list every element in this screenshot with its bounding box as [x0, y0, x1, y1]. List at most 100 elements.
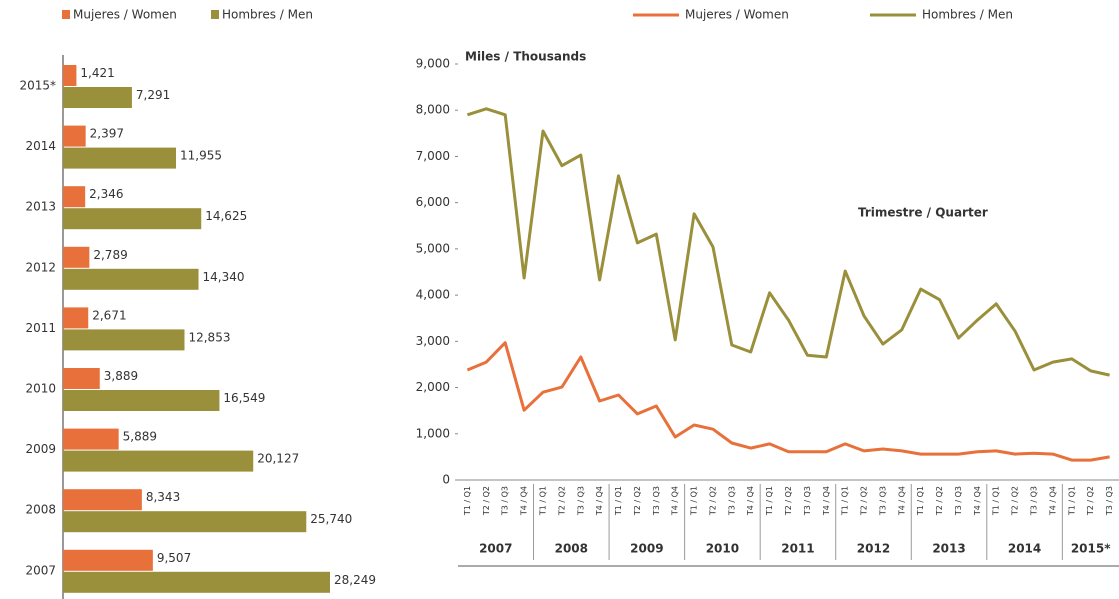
value-label: 2,671	[92, 308, 126, 322]
bar	[63, 329, 185, 351]
x-tick-label: T1 / Q1	[841, 486, 850, 516]
value-label: 14,340	[203, 270, 245, 284]
value-label: 2,789	[93, 248, 127, 262]
bar	[63, 147, 176, 169]
value-label: 8,343	[146, 490, 180, 504]
value-label: 11,955	[180, 149, 222, 163]
x-tick-label: T3 / Q3	[803, 486, 812, 516]
x-tick-label: T4 / Q4	[671, 486, 680, 516]
value-label: 7,291	[136, 88, 170, 102]
x-tick-label: T3 / Q3	[501, 486, 510, 516]
x-tick-label: T3 / Q3	[1105, 486, 1114, 516]
x-tick-label: T2 / Q2	[860, 486, 869, 516]
bar	[63, 571, 330, 593]
y-tick-label: 4,000	[416, 288, 450, 302]
bar	[63, 511, 307, 533]
legend-label: Hombres / Men	[922, 8, 1013, 22]
year-label: 2009	[630, 542, 663, 556]
x-tick-label: T1 / Q1	[1067, 486, 1076, 516]
bar	[63, 307, 89, 329]
x-tick-label: T3 / Q3	[652, 486, 661, 516]
bar	[63, 246, 90, 268]
y-axis-label: Miles / Thousands	[465, 50, 586, 64]
y-tick-label: 7,000	[416, 149, 450, 163]
value-label: 9,507	[157, 551, 191, 565]
y-tick-label: 2007	[25, 563, 56, 577]
y-tick-label: 2015*	[19, 79, 56, 93]
value-label: 12,853	[188, 330, 230, 344]
year-label: 2014	[1008, 542, 1041, 556]
value-label: 16,549	[223, 391, 265, 405]
bar	[63, 428, 119, 450]
x-tick-label: T1 / Q1	[916, 486, 925, 516]
value-label: 5,889	[123, 430, 157, 444]
bar	[63, 208, 202, 230]
y-tick-label: 2012	[25, 260, 56, 274]
x-tick-label: T1 / Q1	[992, 486, 1001, 516]
x-tick-label: T1 / Q1	[614, 486, 623, 516]
bar	[63, 125, 86, 147]
y-tick-label: 8,000	[416, 103, 450, 117]
x-tick-label: T3 / Q3	[1030, 486, 1039, 516]
x-tick-label: T3 / Q3	[878, 486, 887, 516]
value-label: 25,740	[310, 512, 352, 526]
y-tick-label: 2,000	[416, 380, 450, 394]
x-tick-label: T4 / Q4	[520, 486, 529, 516]
bar	[63, 489, 142, 511]
year-label: 2011	[781, 542, 814, 556]
legend-label: Mujeres / Women	[73, 8, 177, 22]
x-tick-label: T3 / Q3	[727, 486, 736, 516]
y-tick-label: 2013	[25, 200, 56, 214]
bar	[63, 450, 254, 472]
value-label: 20,127	[257, 452, 299, 466]
value-label: 2,397	[90, 127, 124, 141]
x-tick-label: T3 / Q3	[954, 486, 963, 516]
x-tick-label: T1 / Q1	[538, 486, 547, 516]
legend-swatch	[211, 10, 219, 19]
y-tick-label: 9,000	[416, 57, 450, 71]
x-tick-label: T1 / Q1	[690, 486, 699, 516]
x-tick-label: T2 / Q2	[784, 486, 793, 516]
line-series	[466, 107, 1110, 377]
y-tick-label: 1,000	[416, 426, 450, 440]
value-label: 3,889	[104, 369, 138, 383]
y-tick-label: 2008	[25, 503, 56, 517]
x-tick-label: T2 / Q2	[633, 486, 642, 516]
annotation: Trimestre / Quarter	[858, 206, 988, 220]
x-tick-label: T2 / Q2	[935, 486, 944, 516]
bar	[63, 268, 199, 290]
x-tick-label: T2 / Q2	[482, 486, 491, 516]
x-tick-label: T2 / Q2	[708, 486, 717, 516]
year-label: 2008	[555, 542, 588, 556]
value-label: 28,249	[334, 573, 376, 587]
x-tick-label: T4 / Q4	[746, 486, 755, 516]
year-label: 2007	[479, 542, 512, 556]
bar	[63, 87, 132, 108]
year-label: 2010	[706, 542, 739, 556]
y-tick-label: 2009	[25, 442, 56, 456]
legend-label: Mujeres / Women	[685, 8, 789, 22]
x-tick-label: T4 / Q4	[973, 486, 982, 516]
x-tick-label: T2 / Q2	[1011, 486, 1020, 516]
bar	[63, 390, 220, 411]
y-tick-label: 2014	[25, 139, 56, 153]
x-tick-label: T4 / Q4	[897, 486, 906, 516]
y-tick-label: 3,000	[416, 334, 450, 348]
value-label: 14,625	[205, 209, 247, 223]
year-label: 2012	[857, 542, 890, 556]
bar	[63, 368, 100, 389]
year-label: 2015*	[1071, 542, 1111, 556]
legend-label: Hombres / Men	[222, 8, 313, 22]
value-label: 1,421	[80, 66, 114, 80]
y-tick-label: 0	[442, 473, 450, 487]
bar	[63, 549, 153, 571]
y-tick-label: 2011	[25, 321, 56, 335]
bar	[63, 65, 77, 86]
y-tick-label: 6,000	[416, 195, 450, 209]
legend-swatch	[62, 10, 70, 19]
x-tick-label: T2 / Q2	[1086, 486, 1095, 516]
bar	[63, 186, 86, 208]
value-label: 2,346	[89, 187, 123, 201]
x-tick-label: T3 / Q3	[576, 486, 585, 516]
